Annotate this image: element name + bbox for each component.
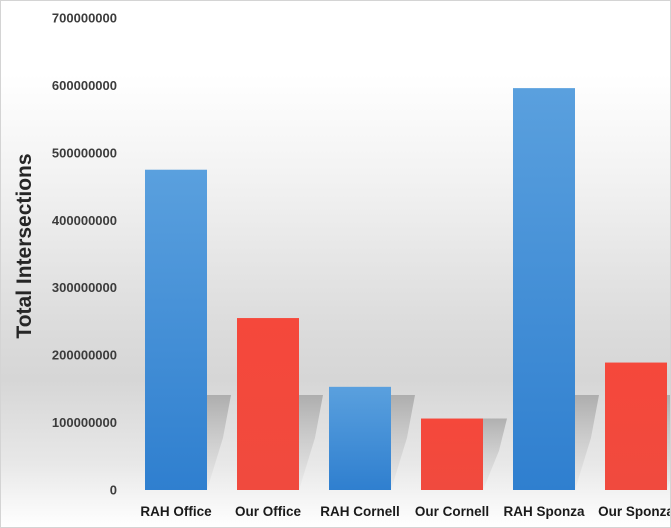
bar-our-cornell <box>421 418 483 490</box>
bar-our-sponza <box>605 362 667 490</box>
x-tick-label: Our Cornell <box>415 504 489 519</box>
bar-shadows <box>145 395 670 490</box>
x-tick-label: Our Office <box>235 504 302 519</box>
y-tick-labels: 0 100000000 200000000 300000000 400000000 500… <box>52 11 117 498</box>
bar-our-office <box>237 318 299 490</box>
bar-rah-sponza <box>513 88 575 490</box>
y-tick-label: 100000000 <box>52 415 117 430</box>
bars <box>145 88 667 490</box>
y-tick-label: 0 <box>110 483 117 498</box>
y-tick-label: 200000000 <box>52 348 117 363</box>
bar-rah-office <box>145 169 207 490</box>
y-tick-label: 400000000 <box>52 213 117 228</box>
y-tick-label: 500000000 <box>52 145 117 160</box>
x-tick-labels: RAH Office Our Office RAH Cornell Our Corne… <box>140 504 671 519</box>
y-tick-label: 300000000 <box>52 280 117 295</box>
y-axis-label: Total Intersections <box>13 153 36 338</box>
bar-rah-cornell <box>329 386 391 490</box>
y-tick-label: 600000000 <box>52 78 117 93</box>
y-tick-label: 700000000 <box>52 11 117 26</box>
x-tick-label: RAH Cornell <box>320 504 400 519</box>
x-tick-label: RAH Office <box>140 504 212 519</box>
x-tick-label: Our Sponza <box>598 504 671 519</box>
x-tick-label: RAH Sponza <box>504 504 585 519</box>
